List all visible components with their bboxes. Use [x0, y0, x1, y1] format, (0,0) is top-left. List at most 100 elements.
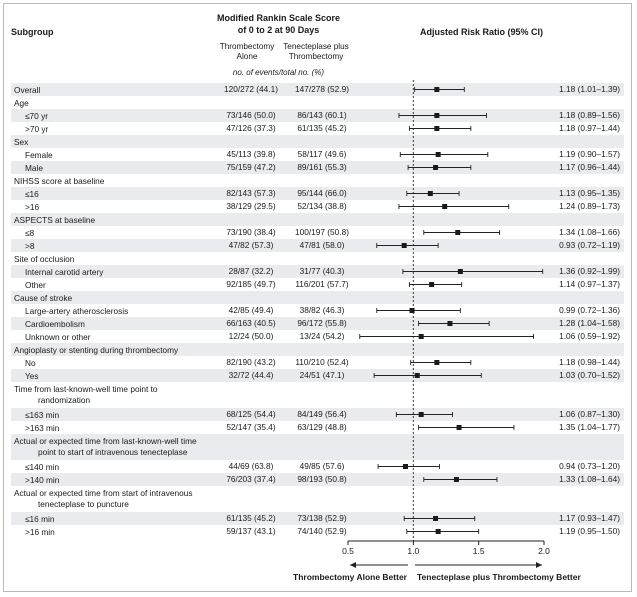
row-label: >8	[25, 241, 35, 251]
cell-tenecteplase-plus-thrombectomy: 147/278 (52.9)	[295, 84, 349, 94]
header-outcome-line2: of 0 to 2 at 90 Days	[237, 25, 320, 35]
point-estimate	[433, 165, 439, 170]
cell-tenecteplase-plus-thrombectomy: 100/197 (50.8)	[295, 227, 349, 237]
cell-tenecteplase-plus-thrombectomy: 74/140 (52.9)	[297, 526, 347, 536]
cell-risk-ratio: 1.28 (1.04–1.58)	[559, 318, 620, 328]
cell-tenecteplase-plus-thrombectomy: 31/77 (40.3)	[299, 266, 345, 276]
table-row: Male 75/159 (47.2) 89/161 (55.3) 1.17 (0.96…	[11, 161, 624, 174]
table-row: ≤70 yr 73/146 (50.0) 86/143 (60.1) 1.18 (0.…	[11, 109, 624, 122]
cell-tenecteplase-plus-thrombectomy: 63/129 (48.8)	[297, 422, 347, 432]
table-row: Site of occlusion	[11, 252, 624, 265]
cell-thrombectomy-alone: 32/72 (44.4)	[228, 370, 274, 380]
table-row: ASPECTS at baseline	[11, 213, 624, 226]
table-row: >163 min 52/147 (35.4) 63/129 (48.8) 1.35 (…	[11, 421, 624, 434]
cell-risk-ratio: 1.36 (0.92–1.99)	[559, 266, 620, 276]
cell-risk-ratio: 1.19 (0.95–1.50)	[559, 526, 620, 536]
cell-thrombectomy-alone: 76/203 (37.4)	[226, 474, 276, 484]
row-label: ≤8	[25, 228, 35, 238]
row-label: ASPECTS at baseline	[14, 215, 96, 225]
row-label: ≤16 min	[25, 514, 55, 524]
table-row: ≤140 min 44/69 (63.8) 49/85 (57.6) 0.94 (0.…	[11, 460, 624, 473]
row-label: No	[25, 358, 36, 368]
cell-risk-ratio: 1.03 (0.70–1.52)	[559, 370, 620, 380]
cell-tenecteplase-plus-thrombectomy: 110/210 (52.4)	[295, 357, 349, 367]
row-label: Yes	[25, 371, 39, 381]
header-col2-line1: Tenecteplase plus	[283, 42, 349, 51]
table-row: >140 min 76/203 (37.4) 98/193 (50.8) 1.33 (…	[11, 473, 624, 486]
point-estimate	[434, 113, 440, 118]
row-label: Male	[25, 163, 43, 173]
table-row: Other 92/185 (49.7) 116/201 (57.7) 1.14 (0.…	[11, 278, 624, 291]
point-estimate	[418, 412, 424, 417]
point-estimate	[414, 373, 420, 378]
cell-thrombectomy-alone: 68/125 (54.4)	[226, 409, 276, 419]
point-estimate	[447, 321, 453, 326]
table-row: Actual or expected time from last-known-…	[11, 434, 624, 460]
x-tick-label: 1.0	[407, 546, 419, 556]
cell-tenecteplase-plus-thrombectomy: 98/193 (50.8)	[297, 474, 347, 484]
header-subgroup: Subgroup	[11, 27, 54, 37]
x-tick-label: 2.0	[538, 546, 550, 556]
row-label-continued: tenecteplase to puncture	[38, 499, 129, 509]
table-row: ≤8 73/190 (38.4) 100/197 (50.8) 1.34 (1.08–…	[11, 226, 624, 239]
cell-thrombectomy-alone: 28/87 (32.2)	[228, 266, 274, 276]
row-label: ≤70 yr	[25, 111, 48, 121]
cell-tenecteplase-plus-thrombectomy: 24/51 (47.1)	[299, 370, 345, 380]
point-estimate	[453, 477, 459, 482]
cell-risk-ratio: 1.18 (0.98–1.44)	[559, 357, 620, 367]
cell-thrombectomy-alone: 73/146 (50.0)	[226, 110, 276, 120]
cell-risk-ratio: 1.17 (0.96–1.44)	[559, 162, 620, 172]
cell-thrombectomy-alone: 82/190 (43.2)	[226, 357, 276, 367]
point-estimate	[418, 334, 424, 339]
cell-tenecteplase-plus-thrombectomy: 47/81 (58.0)	[299, 240, 345, 250]
cell-risk-ratio: 1.14 (0.97–1.37)	[559, 279, 620, 289]
table-row: >8 47/82 (57.3) 47/81 (58.0) 0.93 (0.72–1.1…	[11, 239, 624, 252]
point-estimate	[442, 204, 448, 209]
table-row: Angioplasty or stenting during thrombect…	[11, 343, 624, 356]
x-tick-label: 0.5	[342, 546, 354, 556]
cell-thrombectomy-alone: 38/129 (29.5)	[226, 201, 276, 211]
cell-risk-ratio: 1.35 (1.04–1.77)	[559, 422, 620, 432]
cell-tenecteplase-plus-thrombectomy: 13/24 (54.2)	[299, 331, 345, 341]
table-row: NIHSS score at baseline	[11, 174, 624, 187]
table-row: Age	[11, 96, 624, 109]
table-row: >70 yr 47/126 (37.3) 61/135 (45.2) 1.18 (0.…	[11, 122, 624, 135]
table-row: Sex	[11, 135, 624, 148]
cell-tenecteplase-plus-thrombectomy: 52/134 (38.8)	[297, 201, 347, 211]
cell-risk-ratio: 1.18 (0.97–1.44)	[559, 123, 620, 133]
cell-tenecteplase-plus-thrombectomy: 89/161 (55.3)	[297, 162, 347, 172]
point-estimate	[402, 464, 408, 469]
row-label: Female	[25, 150, 53, 160]
cell-thrombectomy-alone: 44/69 (63.8)	[228, 461, 274, 471]
cell-risk-ratio: 1.17 (0.93–1.47)	[559, 513, 620, 523]
arrow-right-head	[536, 562, 542, 568]
header-col1-line1: Thrombectomy	[219, 42, 275, 51]
row-label: ≤163 min	[25, 410, 60, 420]
table-row: Large-artery atherosclerosis 42/85 (49.4)…	[11, 304, 624, 317]
point-estimate	[427, 191, 433, 196]
header-outcome-line1: Modified Rankin Scale Score	[216, 13, 341, 23]
cell-thrombectomy-alone: 12/24 (50.0)	[228, 331, 274, 341]
cell-thrombectomy-alone: 61/135 (45.2)	[226, 513, 276, 523]
point-estimate	[433, 516, 439, 521]
point-estimate	[456, 425, 462, 430]
row-label: Angioplasty or stenting during thrombect…	[14, 345, 179, 355]
cell-risk-ratio: 0.94 (0.73–1.20)	[559, 461, 620, 471]
row-label: Time from last-known-well time point to	[14, 384, 158, 394]
cell-thrombectomy-alone: 82/143 (57.3)	[226, 188, 276, 198]
row-label: >70 yr	[25, 124, 49, 134]
row-label: ≤16	[25, 189, 39, 199]
cell-thrombectomy-alone: 47/126 (37.3)	[226, 123, 276, 133]
table-row: Time from last-known-well time point to r…	[11, 382, 624, 408]
point-estimate	[435, 529, 441, 534]
row-label: ≤140 min	[25, 462, 60, 472]
cell-tenecteplase-plus-thrombectomy: 38/82 (46.3)	[299, 305, 345, 315]
row-label: Internal carotid artery	[25, 267, 104, 277]
cell-thrombectomy-alone: 75/159 (47.2)	[226, 162, 276, 172]
table-row: Cardioembolism 66/163 (40.5) 96/172 (55.8)…	[11, 317, 624, 330]
cell-thrombectomy-alone: 120/272 (44.1)	[224, 84, 278, 94]
point-estimate	[434, 126, 440, 131]
table-row: ≤163 min 68/125 (54.4) 84/149 (56.4) 1.06 (…	[11, 408, 624, 421]
table-row: Female 45/113 (39.8) 58/117 (49.6) 1.19 (0.…	[11, 148, 624, 161]
